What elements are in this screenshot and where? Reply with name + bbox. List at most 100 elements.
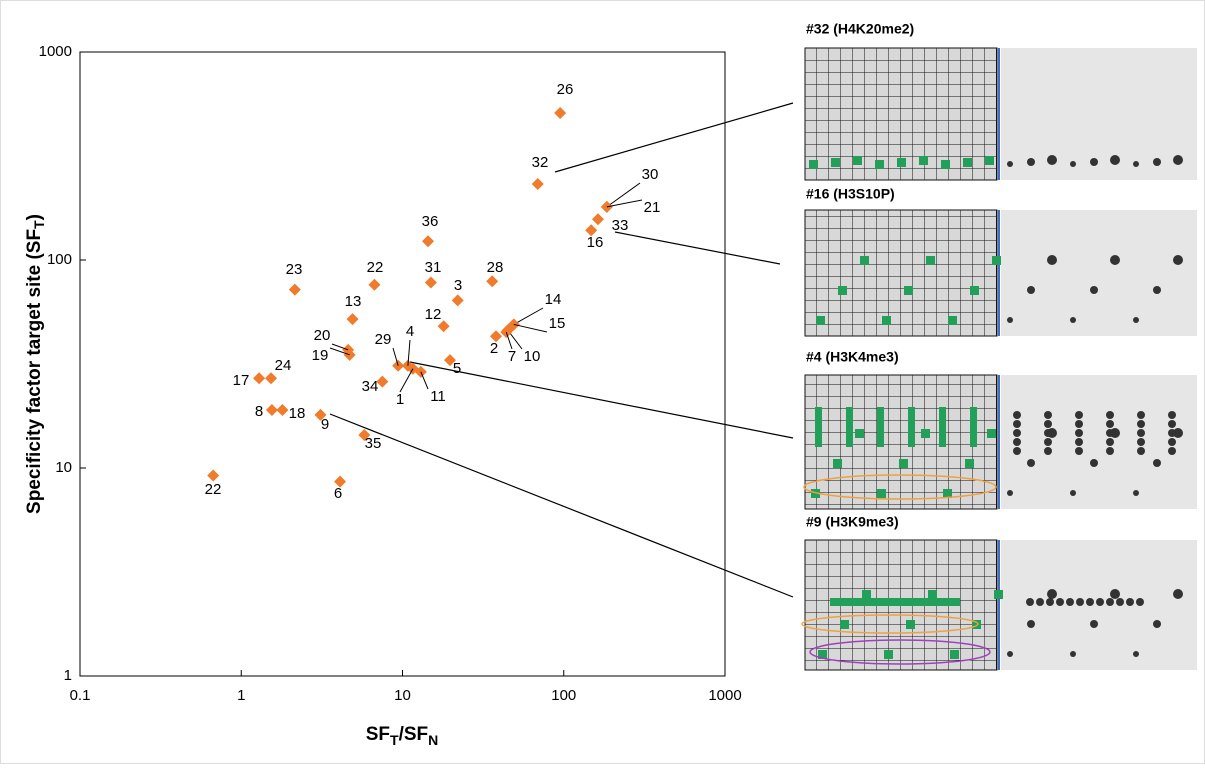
array-spot	[1168, 438, 1176, 446]
panel-title: #32 (H4K20me2)	[806, 21, 914, 37]
x-label-b: /SF	[399, 724, 429, 745]
y-tick-label: 1	[64, 667, 72, 684]
array-spot	[1044, 429, 1052, 437]
array-spot	[1106, 411, 1114, 419]
y-label-main: Specificity factor target site (SF	[24, 229, 45, 514]
spot-marker	[833, 459, 842, 468]
array-spot	[1136, 598, 1144, 606]
spot-marker	[992, 256, 1001, 265]
array-image	[1001, 210, 1197, 336]
array-spot	[1153, 459, 1161, 467]
point-label: 5	[453, 360, 461, 377]
array-image	[1001, 375, 1197, 509]
point-label: 18	[289, 405, 306, 422]
point-label: 2	[490, 340, 498, 357]
array-spot	[1096, 598, 1104, 606]
array-spot	[1110, 155, 1120, 165]
spot-marker	[838, 286, 847, 295]
array-spot	[1090, 286, 1098, 294]
array-spot	[1027, 158, 1035, 166]
array-spot	[1013, 429, 1021, 437]
spot-marker	[877, 489, 886, 498]
point-label: 34	[362, 378, 379, 395]
array-spot	[1044, 420, 1052, 428]
point-label: 21	[644, 199, 661, 216]
array-spot	[1047, 155, 1057, 165]
array-spot	[1076, 598, 1084, 606]
spot-marker	[921, 429, 930, 438]
array-spot	[1007, 651, 1013, 657]
array-spot	[1106, 438, 1114, 446]
point-label: 3	[454, 277, 462, 294]
point-label: 16	[587, 234, 604, 251]
spot-marker	[877, 407, 884, 447]
array-spot	[1070, 317, 1076, 323]
array-spot	[1168, 411, 1176, 419]
array-spot	[1126, 598, 1134, 606]
array-spot	[1036, 598, 1044, 606]
spot-marker	[830, 598, 960, 606]
array-spot	[1168, 420, 1176, 428]
array-spot	[1056, 598, 1064, 606]
array-spot	[1086, 598, 1094, 606]
array-spot	[1090, 620, 1098, 628]
point-label: 36	[422, 213, 439, 230]
spot-marker	[987, 429, 996, 438]
spot-marker	[950, 650, 959, 659]
array-grid	[805, 375, 997, 509]
point-label: 11	[430, 388, 446, 405]
point-label: 8	[255, 403, 263, 420]
point-label: 6	[334, 485, 342, 502]
spot-marker	[855, 429, 864, 438]
point-label: 10	[524, 348, 541, 365]
panel-title: #16 (H3S10P)	[806, 186, 895, 202]
spot-marker	[970, 407, 977, 447]
array-spot	[1027, 286, 1035, 294]
array-spot	[1090, 158, 1098, 166]
y-axis-label: Specificity factor target site (SFT)	[24, 214, 47, 514]
array-spot	[1110, 255, 1120, 265]
point-label: 19	[312, 347, 329, 364]
x-tick-label: 0.1	[70, 687, 91, 704]
point-label: 17	[233, 372, 250, 389]
array-spot	[1007, 490, 1013, 496]
array-spot	[1007, 317, 1013, 323]
array-spot	[1070, 161, 1076, 167]
array-spot	[1106, 429, 1114, 437]
spot-marker	[862, 590, 871, 599]
array-spot	[1133, 317, 1139, 323]
figure: Specificity factor target site (SFT) SFT…	[0, 0, 1205, 764]
spot-marker	[884, 650, 893, 659]
array-spot	[1044, 411, 1052, 419]
y-label-end: )	[24, 214, 45, 220]
array-spot	[1137, 420, 1145, 428]
array-spot	[1133, 490, 1139, 496]
spot-marker	[939, 407, 946, 447]
array-spot	[1168, 429, 1176, 437]
array-spot	[1173, 255, 1183, 265]
spot-marker	[908, 407, 915, 447]
array-spot	[1046, 598, 1054, 606]
array-spot	[1070, 651, 1076, 657]
array-spot	[1173, 155, 1183, 165]
array-spot	[1070, 490, 1076, 496]
panel-title: #4 (H3K4me3)	[806, 349, 899, 365]
spot-marker	[846, 407, 853, 447]
array-spot	[1027, 459, 1035, 467]
point-label: 23	[286, 261, 303, 278]
array-spot	[1137, 447, 1145, 455]
array-spot	[1168, 447, 1176, 455]
array-spot	[1153, 620, 1161, 628]
point-label: 7	[508, 348, 516, 365]
array-spot	[1075, 429, 1083, 437]
spot-marker	[815, 407, 822, 447]
spot-marker	[970, 286, 979, 295]
array-spot	[1007, 161, 1013, 167]
array-spot	[1075, 447, 1083, 455]
array-spot	[1133, 651, 1139, 657]
array-spot	[1013, 411, 1021, 419]
point-label: 30	[642, 166, 659, 183]
array-grid	[805, 210, 997, 336]
array-spot	[1044, 438, 1052, 446]
point-label: 14	[545, 291, 562, 308]
